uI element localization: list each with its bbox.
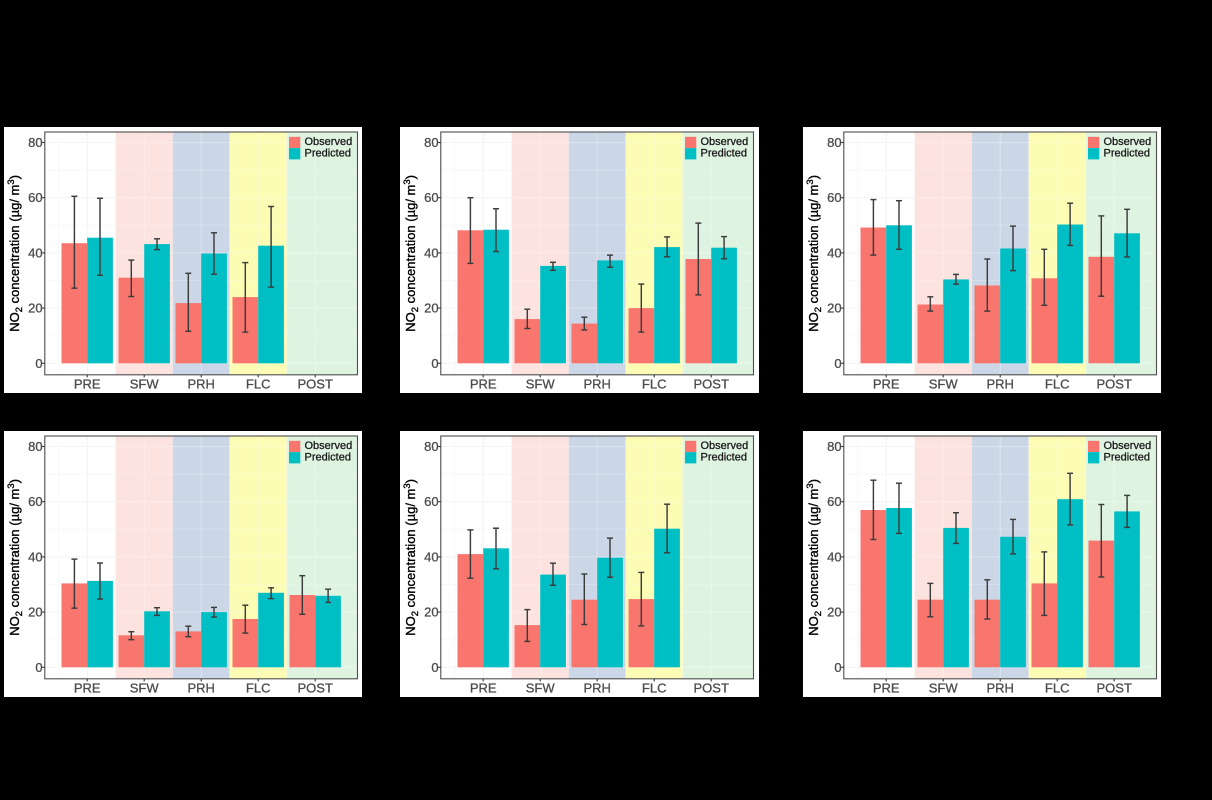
svg-text:40: 40 <box>28 245 42 260</box>
svg-text:Predicted: Predicted <box>1104 147 1150 159</box>
svg-text:SFW: SFW <box>929 376 959 391</box>
svg-text:PRH: PRH <box>986 681 1013 696</box>
svg-text:NO2 concentration (µg/ m3): NO2 concentration (µg/ m3) <box>6 174 25 331</box>
svg-text:NO2 concentration (µg/ m3): NO2 concentration (µg/ m3) <box>805 479 824 636</box>
svg-text:FLC: FLC <box>246 376 271 391</box>
svg-text:SFW: SFW <box>929 681 959 696</box>
svg-text:0: 0 <box>35 660 42 675</box>
svg-text:60: 60 <box>827 494 841 509</box>
svg-text:Predicted: Predicted <box>1104 451 1150 463</box>
svg-text:20: 20 <box>827 300 841 315</box>
svg-text:40: 40 <box>424 245 438 260</box>
svg-text:60: 60 <box>28 494 42 509</box>
svg-text:FLC: FLC <box>1045 681 1070 696</box>
svg-text:80: 80 <box>28 439 42 454</box>
svg-text:PRH: PRH <box>187 681 214 696</box>
svg-text:Observed: Observed <box>1104 136 1152 148</box>
svg-text:60: 60 <box>424 494 438 509</box>
svg-text:Observed: Observed <box>305 136 353 148</box>
svg-text:PRH: PRH <box>986 376 1013 391</box>
svg-text:Observed: Observed <box>701 440 749 452</box>
svg-text:FLC: FLC <box>642 376 667 391</box>
svg-text:20: 20 <box>424 605 438 620</box>
svg-text:POST: POST <box>297 376 332 391</box>
svg-text:Observed: Observed <box>1104 440 1152 452</box>
svg-text:NO2 concentration (µg/ m3): NO2 concentration (µg/ m3) <box>805 174 824 331</box>
svg-text:FLC: FLC <box>246 681 271 696</box>
svg-text:Predicted: Predicted <box>305 147 351 159</box>
svg-text:40: 40 <box>827 245 841 260</box>
svg-text:SFW: SFW <box>130 376 160 391</box>
svg-text:40: 40 <box>827 549 841 564</box>
svg-text:POST: POST <box>1096 376 1131 391</box>
svg-text:NO2 concentration (µg/ m3): NO2 concentration (µg/ m3) <box>6 479 25 636</box>
svg-text:FLC: FLC <box>642 681 667 696</box>
svg-text:20: 20 <box>424 300 438 315</box>
svg-text:POST: POST <box>693 681 728 696</box>
svg-text:60: 60 <box>827 190 841 205</box>
svg-text:Observed: Observed <box>305 440 353 452</box>
svg-text:Predicted: Predicted <box>701 451 747 463</box>
svg-text:NO2 concentration (µg/ m3): NO2 concentration (µg/ m3) <box>402 174 421 331</box>
svg-text:0: 0 <box>834 660 841 675</box>
svg-text:0: 0 <box>834 355 841 370</box>
svg-text:PRE: PRE <box>74 681 101 696</box>
svg-text:Observed: Observed <box>701 136 749 148</box>
svg-text:PRE: PRE <box>873 376 900 391</box>
svg-text:PRH: PRH <box>583 376 610 391</box>
svg-text:PRE: PRE <box>74 376 101 391</box>
svg-text:20: 20 <box>28 300 42 315</box>
svg-text:40: 40 <box>28 549 42 564</box>
svg-text:SFW: SFW <box>526 376 556 391</box>
svg-text:Predicted: Predicted <box>701 147 747 159</box>
svg-text:20: 20 <box>28 605 42 620</box>
svg-text:POST: POST <box>693 376 728 391</box>
svg-text:0: 0 <box>431 660 438 675</box>
svg-text:80: 80 <box>827 135 841 150</box>
svg-text:60: 60 <box>28 190 42 205</box>
svg-text:80: 80 <box>827 439 841 454</box>
svg-text:POST: POST <box>297 681 332 696</box>
svg-text:PRE: PRE <box>470 376 497 391</box>
svg-text:40: 40 <box>424 549 438 564</box>
svg-text:0: 0 <box>35 355 42 370</box>
svg-text:20: 20 <box>827 605 841 620</box>
svg-text:Predicted: Predicted <box>305 451 351 463</box>
svg-text:SFW: SFW <box>526 681 556 696</box>
svg-text:PRE: PRE <box>470 681 497 696</box>
svg-text:0: 0 <box>431 355 438 370</box>
svg-text:80: 80 <box>28 135 42 150</box>
svg-text:80: 80 <box>424 439 438 454</box>
svg-text:PRH: PRH <box>187 376 214 391</box>
svg-text:POST: POST <box>1096 681 1131 696</box>
svg-text:FLC: FLC <box>1045 376 1070 391</box>
svg-text:80: 80 <box>424 135 438 150</box>
svg-text:SFW: SFW <box>130 681 160 696</box>
svg-text:NO2 concentration (µg/ m3): NO2 concentration (µg/ m3) <box>402 479 421 636</box>
svg-text:PRE: PRE <box>873 681 900 696</box>
svg-text:60: 60 <box>424 190 438 205</box>
svg-text:PRH: PRH <box>583 681 610 696</box>
